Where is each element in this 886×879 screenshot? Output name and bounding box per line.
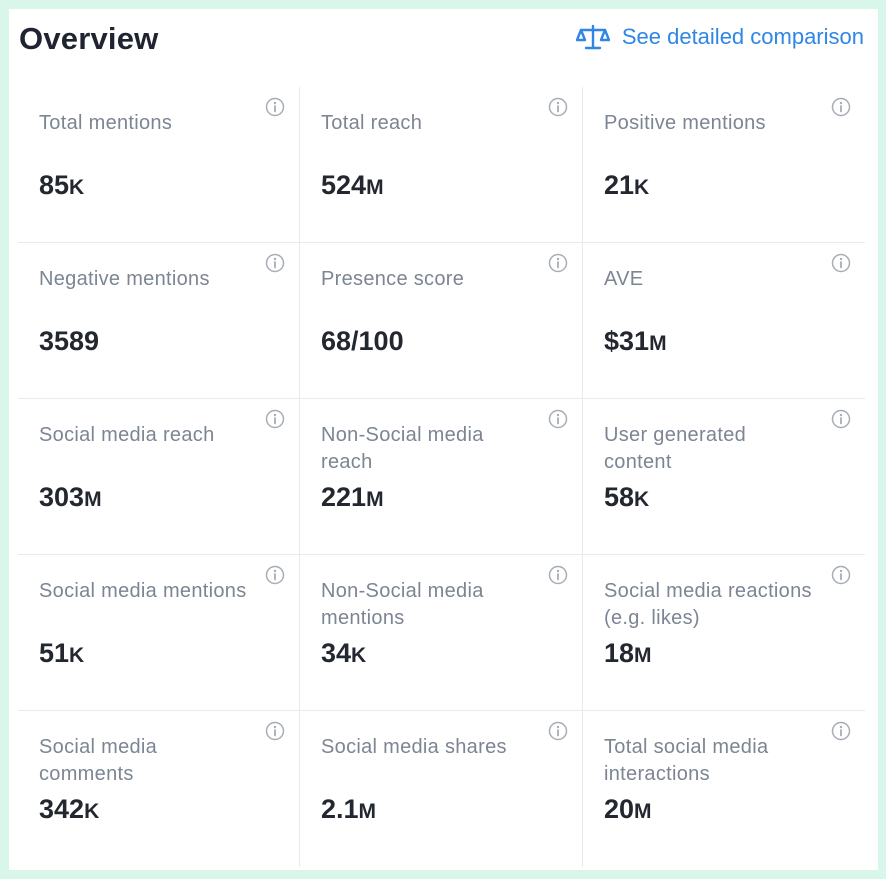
info-icon[interactable] (548, 565, 568, 585)
info-icon[interactable] (548, 409, 568, 429)
metric-label: Social media shares (321, 736, 507, 758)
metric-negative-mentions: Negative mentions 3589 (18, 243, 300, 399)
metric-ave: AVE $31 M (583, 243, 865, 399)
metric-user-generated-content: User generated content 58 K (583, 399, 865, 555)
metric-social-media-comments: Social media comments 342 K (18, 711, 300, 867)
metric-non-social-media-mentions: Non-Social media mentions 34 K (300, 555, 583, 711)
info-icon[interactable] (831, 409, 851, 429)
info-icon[interactable] (831, 253, 851, 273)
info-icon[interactable] (548, 721, 568, 741)
info-icon[interactable] (265, 409, 285, 429)
overview-card: Overview See detailed comparison Total m… (9, 9, 878, 870)
info-icon[interactable] (265, 97, 285, 117)
metric-label: Total social media interactions (604, 736, 769, 785)
metric-value: 20 M (604, 794, 652, 824)
metric-value: 34 K (321, 638, 367, 668)
overview-header: Overview See detailed comparison (9, 9, 878, 79)
metric-label: Social media reach (39, 424, 215, 446)
metric-label: Non-Social media reach (321, 424, 484, 473)
metric-value: 85 K (39, 170, 85, 200)
metric-label: Social media comments (39, 736, 158, 785)
info-icon[interactable] (831, 721, 851, 741)
metric-positive-mentions: Positive mentions 21 K (583, 87, 865, 243)
metric-value: 3589 (39, 326, 100, 356)
metric-social-media-shares: Social media shares 2.1 M (300, 711, 583, 867)
metric-value: 21 K (604, 170, 650, 200)
metric-label: User generated content (604, 424, 747, 473)
metric-label: Social media mentions (39, 580, 247, 602)
metric-label: Negative mentions (39, 268, 210, 290)
metric-non-social-media-reach: Non-Social media reach 221 M (300, 399, 583, 555)
page-title: Overview (19, 21, 159, 56)
metric-value: 18 M (604, 638, 652, 668)
metric-label: Non-Social media mentions (321, 580, 484, 629)
info-icon[interactable] (265, 253, 285, 273)
info-icon[interactable] (831, 565, 851, 585)
metric-presence-score: Presence score 68/100 (300, 243, 583, 399)
metric-total-mentions: Total mentions 85 K (18, 87, 300, 243)
info-icon[interactable] (548, 97, 568, 117)
info-icon[interactable] (265, 721, 285, 741)
metric-value: 2.1 M (321, 794, 377, 824)
see-detailed-comparison-link[interactable]: See detailed comparison (575, 23, 864, 51)
metric-value: 342 K (39, 794, 100, 824)
metric-value: $31 M (604, 326, 667, 356)
info-icon[interactable] (265, 565, 285, 585)
compare-link-label: See detailed comparison (621, 24, 864, 49)
metric-social-media-reactions: Social media reactions (e.g. likes) 18 M (583, 555, 865, 711)
metric-value: 524 M (321, 170, 384, 200)
metric-value: 303 M (39, 482, 102, 512)
metric-value: 51 K (39, 638, 85, 668)
info-icon[interactable] (831, 97, 851, 117)
metric-label: Presence score (321, 268, 465, 290)
metrics-grid: Total mentions 85 K Total reach 524 M Posi… (18, 87, 865, 867)
metric-social-media-mentions: Social media mentions 51 K (18, 555, 300, 711)
metric-label: Social media reactions (e.g. likes) (604, 580, 812, 629)
info-icon[interactable] (548, 253, 568, 273)
metric-total-reach: Total reach 524 M (300, 87, 583, 243)
metric-value: 68/100 (321, 326, 404, 356)
metric-label: Positive mentions (604, 112, 766, 134)
metric-label: Total reach (321, 112, 423, 134)
metric-value: 58 K (604, 482, 650, 512)
scale-icon (575, 24, 610, 50)
metric-social-media-reach: Social media reach 303 M (18, 399, 300, 555)
metric-label: AVE (604, 268, 644, 290)
metric-label: Total mentions (39, 112, 173, 134)
metric-total-social-media-interactions: Total social media interactions 20 M (583, 711, 865, 867)
metric-value: 221 M (321, 482, 384, 512)
